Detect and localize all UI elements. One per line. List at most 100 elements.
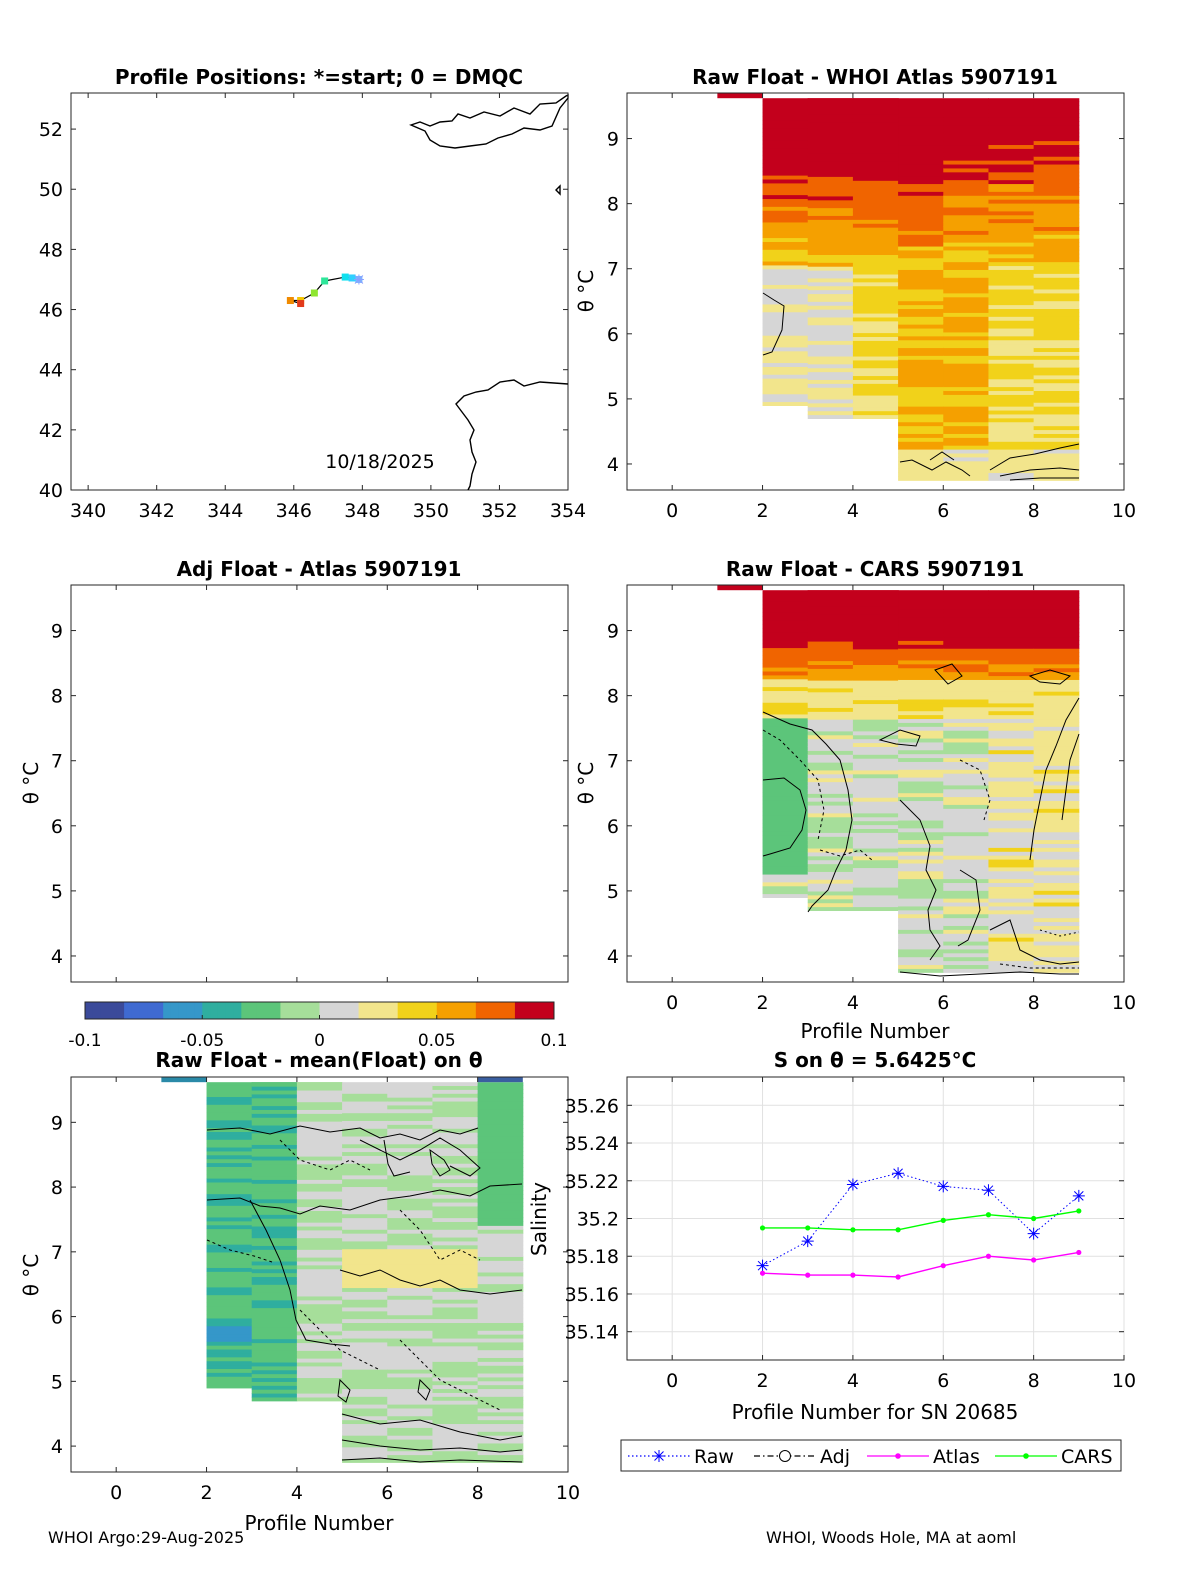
heatmap-cell: [807, 180, 854, 185]
heatmap-cell: [807, 726, 854, 732]
heatmap-cell: [251, 1175, 298, 1180]
heatmap-cell: [387, 1388, 433, 1393]
heatmap-cell: [251, 1396, 298, 1402]
heatmap-cell: [943, 464, 989, 470]
heatmap-cell: [432, 1322, 479, 1327]
colorbar-cell: [499, 1002, 508, 1019]
heatmap-cell: [432, 1205, 479, 1211]
heatmap-cell: [852, 207, 899, 213]
heatmap-cell: [898, 788, 944, 794]
heatmap-top-strip: [717, 93, 763, 99]
heatmap-cell: [988, 620, 1035, 626]
heatmap-cell: [807, 902, 854, 908]
heatmap-cell: [807, 258, 854, 263]
heatmap-cell: [296, 1156, 343, 1161]
heatmap-cell: [807, 230, 854, 236]
footer-right: WHOI, Woods Hole, MA at aoml: [766, 1528, 1017, 1547]
heatmap-cell: [943, 132, 989, 138]
heatmap-cell: [988, 796, 1035, 802]
heatmap-cell: [852, 172, 899, 177]
heatmap-cell: [807, 172, 854, 177]
heatmap-cell: [898, 831, 944, 837]
heatmap-cell: [898, 359, 944, 364]
heatmap-cell: [387, 1233, 433, 1238]
heatmap-cell: [898, 433, 944, 438]
colorbar-cell: [335, 1002, 344, 1019]
heatmap-cell: [988, 812, 1035, 817]
heatmap-cell: [1033, 694, 1080, 700]
y-tick-label: 7: [51, 1242, 63, 1264]
heatmap-cell: [206, 1360, 253, 1366]
heatmap-cell: [1033, 698, 1080, 704]
heatmap-cell: [852, 816, 899, 822]
heatmap-cell: [387, 1322, 433, 1327]
heatmap-cell: [1033, 448, 1080, 454]
heatmap-cell: [387, 1396, 433, 1401]
heatmap-cell: [762, 370, 809, 375]
x-tick-label: 10: [556, 1482, 580, 1504]
heatmap-cell: [432, 1279, 479, 1285]
heatmap-cell: [432, 1163, 479, 1168]
heatmap-cell: [898, 167, 944, 173]
heatmap-cell: [1033, 316, 1080, 321]
heatmap-cell: [807, 789, 854, 794]
heatmap-cell: [852, 293, 899, 298]
heatmap-cell: [762, 346, 809, 352]
heatmap-cell: [296, 1295, 343, 1301]
heatmap-cell: [943, 398, 989, 403]
heatmap-cell: [342, 1120, 388, 1125]
heatmap-cell: [943, 152, 989, 157]
heatmap-cell: [432, 1407, 479, 1413]
heatmap-cell: [852, 402, 899, 408]
heatmap-cell: [807, 125, 854, 131]
heatmap-cell: [432, 1283, 479, 1289]
heatmap-cell: [477, 1124, 524, 1129]
heatmap-cell: [943, 698, 989, 704]
heatmap-cell: [807, 637, 854, 642]
heatmap-cell: [387, 1260, 433, 1265]
x-tick-label: 340: [70, 500, 106, 522]
heatmap-cell: [943, 183, 989, 188]
heatmap-cell: [898, 210, 944, 216]
heatmap-cell: [762, 815, 809, 820]
heatmap-cell: [206, 1189, 253, 1195]
heatmap-cell: [988, 144, 1035, 149]
heatmap-cell: [1033, 343, 1080, 349]
raw-point: [937, 1180, 950, 1193]
heatmap-cell: [943, 472, 989, 477]
heatmap-cell: [432, 1167, 479, 1172]
heatmap-cell: [943, 460, 989, 466]
heatmap-cell: [206, 1220, 253, 1226]
heatmap-cell: [762, 749, 809, 754]
heatmap-cell: [432, 1411, 479, 1417]
heatmap-cell: [251, 1183, 298, 1188]
heatmap-cell: [988, 679, 1035, 684]
heatmap-cell: [898, 245, 944, 251]
heatmap-cell: [807, 886, 854, 892]
heatmap-cell: [852, 301, 899, 306]
heatmap-cell: [296, 1089, 343, 1095]
heatmap-cell: [988, 847, 1035, 852]
heatmap-cell: [762, 350, 809, 356]
heatmap-cell: [762, 217, 809, 223]
heatmap-cell: [387, 1082, 433, 1087]
heatmap-cell: [1033, 819, 1080, 825]
heatmap-cell: [988, 273, 1035, 278]
heatmap-cell: [251, 1361, 298, 1367]
heatmap-cell: [943, 636, 989, 641]
heatmap-cell: [342, 1135, 388, 1141]
heatmap-cell: [1033, 156, 1080, 161]
x-tick-label: 344: [207, 500, 243, 522]
heatmap-cell: [206, 1228, 253, 1234]
heatmap-cell: [251, 1385, 298, 1390]
heatmap-cell: [206, 1119, 253, 1125]
heatmap-cell: [387, 1252, 433, 1257]
y-tick-label: 35.18: [565, 1246, 619, 1268]
heatmap-cell: [988, 320, 1035, 325]
heatmap-cell: [477, 1404, 524, 1409]
heatmap-cell: [852, 129, 899, 134]
heatmap-cell: [477, 1100, 524, 1106]
heatmap-cell: [943, 773, 989, 778]
heatmap-cell: [1033, 866, 1080, 872]
heatmap-cell: [943, 968, 989, 973]
